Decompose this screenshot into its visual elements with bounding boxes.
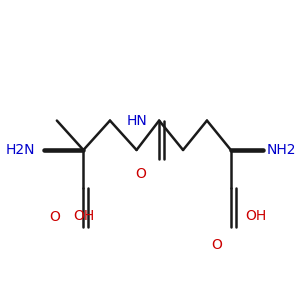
Text: O: O [211, 238, 222, 252]
Text: OH: OH [73, 209, 94, 223]
Text: OH: OH [245, 209, 267, 223]
Text: HN: HN [126, 114, 147, 128]
Text: O: O [49, 210, 60, 224]
Text: O: O [135, 167, 146, 181]
Text: NH2: NH2 [267, 143, 296, 157]
Text: H2N: H2N [6, 143, 36, 157]
